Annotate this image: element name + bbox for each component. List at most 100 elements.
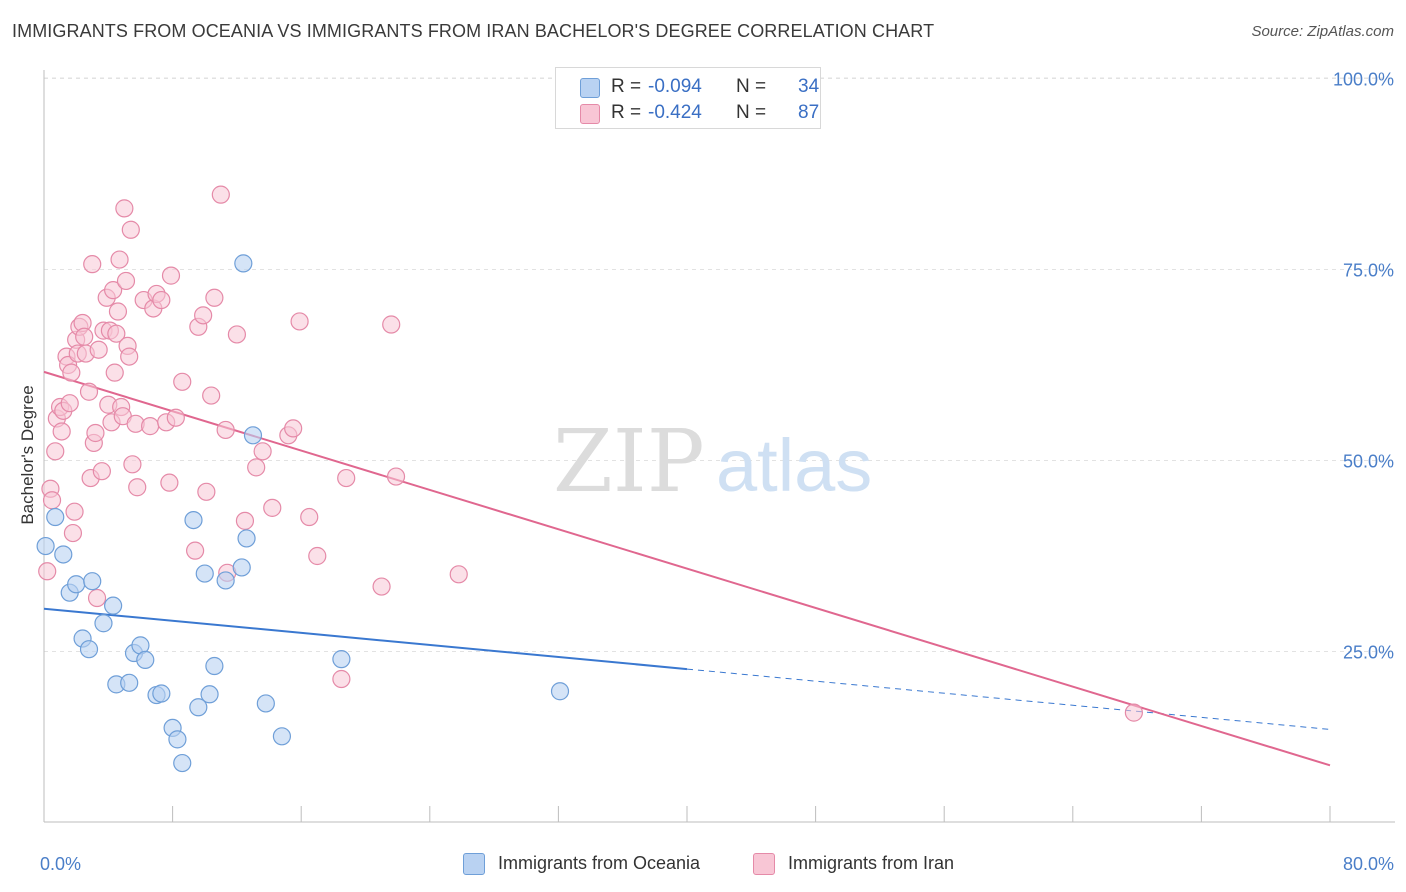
source-label: Source: ZipAtlas.com	[1251, 23, 1394, 40]
iran-point	[115, 199, 134, 218]
iran-point	[263, 498, 282, 517]
iran-point	[128, 478, 147, 497]
iran-point	[372, 577, 391, 596]
y-axis-label: Bachelor's Degree	[18, 385, 37, 524]
legend-label-iran: Immigrants from Iran	[788, 853, 955, 873]
oceania-legend-swatch	[463, 853, 485, 875]
oceania-swatch	[580, 78, 600, 98]
iran-point	[308, 546, 327, 566]
r-label: R =	[611, 76, 642, 97]
iran-point	[202, 386, 221, 405]
y-tick-label: 100.0%	[1333, 70, 1394, 90]
oceania-point	[120, 673, 139, 692]
oceania-point	[332, 650, 351, 669]
iran-point	[194, 306, 213, 325]
oceania-point	[36, 536, 55, 556]
oceania-point	[136, 650, 155, 670]
oceania-point	[243, 426, 263, 445]
y-tick-label: 75.0%	[1343, 261, 1394, 281]
oceania-point	[46, 507, 65, 527]
iran-point	[52, 422, 71, 441]
iran-point	[247, 458, 266, 477]
watermark: ZIP atlas	[553, 412, 872, 512]
iran-point	[89, 340, 108, 359]
oceania-point	[272, 727, 292, 746]
tick-labels: 25.0% 50.0% 75.0% 100.0% 0.0% 80.0%	[40, 70, 1394, 875]
iran-point	[140, 417, 160, 436]
oceania-point	[104, 596, 123, 615]
iran-point	[104, 281, 123, 300]
iran-point	[79, 382, 99, 401]
iran-point	[38, 562, 57, 581]
iran-point	[107, 324, 126, 343]
oceania-point	[195, 564, 214, 583]
trend-line-oceania	[43, 607, 688, 671]
oceania-point	[67, 575, 86, 594]
r-value: -0.094	[648, 76, 702, 97]
oceania-point	[256, 694, 275, 713]
trend-line-oceania-extension	[686, 668, 1331, 730]
iran-point	[211, 185, 230, 204]
data-points	[36, 185, 1143, 773]
iran-point	[284, 419, 303, 438]
iran-point	[60, 394, 79, 413]
oceania-point	[237, 529, 256, 548]
iran-point	[86, 423, 105, 443]
iran-point	[116, 271, 136, 291]
oceania-point	[550, 682, 570, 701]
iran-point	[1124, 703, 1143, 722]
iran-legend-swatch	[753, 853, 775, 875]
r-label: R =	[611, 102, 642, 123]
iran-point	[63, 523, 83, 543]
iran-point	[75, 327, 94, 346]
iran-point	[166, 408, 185, 427]
iran-point	[382, 315, 401, 334]
x-tick-label: 0.0%	[40, 854, 81, 874]
iran-point	[46, 442, 65, 461]
oceania-point	[205, 656, 224, 676]
oceania-point	[189, 698, 208, 717]
n-value: 34	[798, 76, 820, 97]
correlation-legend: R = -0.094 N = 34 R = -0.424 N = 87	[555, 67, 821, 129]
iran-point	[186, 541, 205, 560]
oceania-point	[79, 640, 99, 659]
iran-swatch	[580, 104, 600, 124]
chart-title: IMMIGRANTS FROM OCEANIA VS IMMIGRANTS FR…	[12, 21, 935, 41]
oceania-point	[94, 614, 113, 633]
oceania-point	[200, 685, 219, 704]
iran-point	[197, 482, 216, 501]
n-label: N =	[736, 76, 767, 97]
iran-point	[337, 468, 356, 488]
axes	[43, 70, 1395, 823]
iran-point	[65, 502, 84, 521]
iran-point	[62, 363, 81, 382]
oceania-point	[184, 510, 203, 530]
oceania-point	[83, 572, 102, 591]
iran-point	[105, 363, 124, 382]
oceania-point	[173, 753, 192, 773]
iran-point	[83, 255, 102, 274]
iran-point	[87, 588, 107, 608]
iran-point	[160, 473, 179, 492]
iran-point	[173, 372, 192, 391]
iran-point	[300, 507, 319, 527]
oceania-point	[168, 730, 187, 749]
r-value: -0.424	[648, 102, 702, 123]
iran-point	[205, 288, 224, 307]
iran-point	[123, 455, 142, 474]
iran-point	[235, 511, 255, 530]
n-value: 87	[798, 102, 820, 123]
iran-point	[152, 290, 171, 310]
x-tick-label: 80.0%	[1343, 854, 1394, 874]
oceania-point	[54, 545, 73, 564]
watermark-atlas: atlas	[716, 424, 872, 507]
n-label: N =	[736, 102, 767, 123]
oceania-point	[152, 684, 171, 703]
watermark-zip: ZIP	[553, 412, 705, 512]
iran-point	[161, 266, 181, 285]
iran-point	[449, 565, 468, 584]
iran-point	[110, 250, 129, 269]
iran-point	[253, 442, 272, 461]
iran-point	[121, 220, 140, 239]
